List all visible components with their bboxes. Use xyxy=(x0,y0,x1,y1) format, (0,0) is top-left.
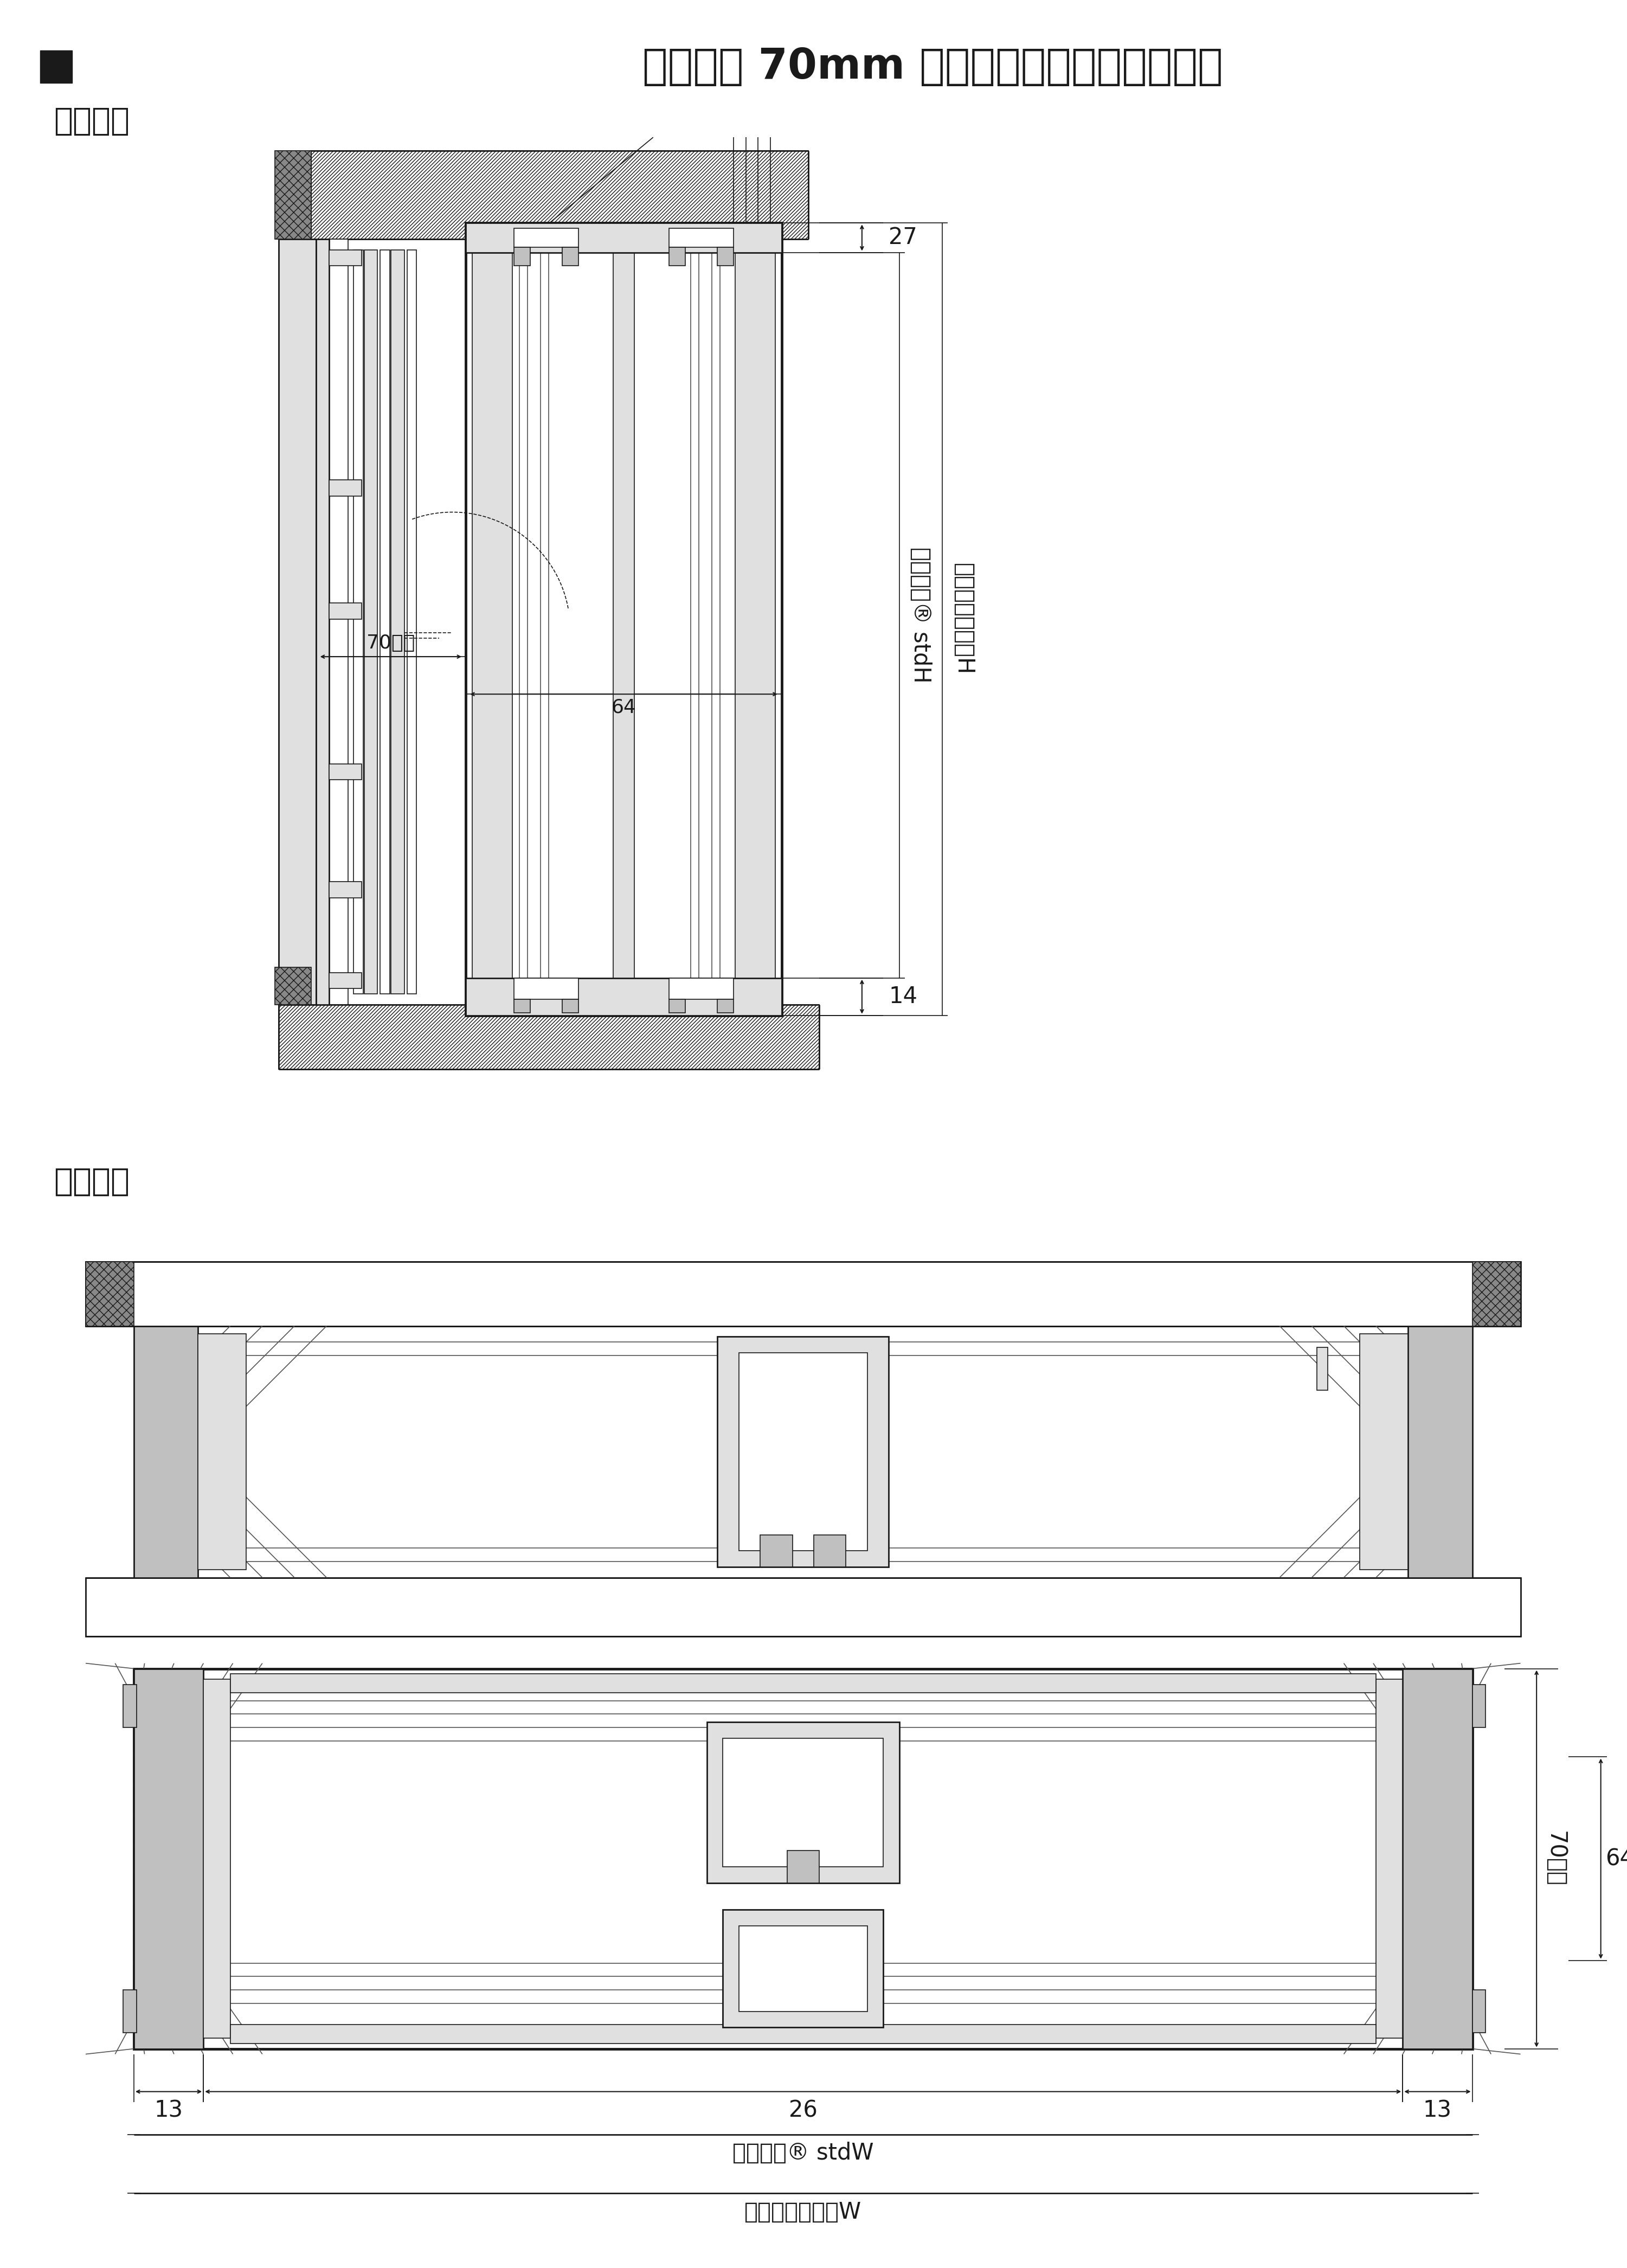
Text: 13: 13 xyxy=(1424,2098,1451,2123)
Bar xyxy=(787,1851,818,1882)
Bar xyxy=(329,882,361,898)
Bar xyxy=(316,238,348,1005)
Text: 70以上: 70以上 xyxy=(366,635,415,653)
Text: 木額縁内々寸法W: 木額縁内々寸法W xyxy=(745,2200,862,2223)
Bar xyxy=(329,481,361,497)
Bar xyxy=(364,249,377,993)
Text: 縦断面図: 縦断面図 xyxy=(54,107,130,136)
Bar xyxy=(1472,1989,1485,2032)
Bar xyxy=(563,247,578,265)
Text: 13: 13 xyxy=(155,2098,184,2123)
Bar xyxy=(86,1579,1521,1637)
Bar xyxy=(133,1327,198,1579)
Bar xyxy=(1472,1685,1485,1728)
Bar xyxy=(275,150,311,238)
Bar xyxy=(465,222,781,1016)
Bar xyxy=(514,229,578,247)
Bar xyxy=(229,2025,1376,2043)
Bar xyxy=(718,247,734,265)
Bar xyxy=(472,229,513,1009)
Bar xyxy=(669,247,685,265)
Text: 26: 26 xyxy=(789,2098,817,2123)
Bar xyxy=(718,1000,734,1014)
Bar xyxy=(1316,1347,1328,1390)
Text: 70以上: 70以上 xyxy=(1544,1830,1567,1887)
Bar xyxy=(316,238,329,1005)
Bar xyxy=(465,978,781,1016)
Text: 窓台奥行 70mm 以上：オプション額縁なし: 窓台奥行 70mm 以上：オプション額縁なし xyxy=(643,45,1224,86)
Bar xyxy=(722,1737,883,1867)
Bar xyxy=(739,1352,867,1551)
Bar xyxy=(1407,1327,1472,1579)
Bar xyxy=(133,1669,1472,2048)
Bar xyxy=(353,249,363,993)
Bar xyxy=(1472,1261,1521,1327)
Text: 64: 64 xyxy=(1606,1848,1627,1871)
Bar xyxy=(563,1000,578,1014)
Bar xyxy=(311,150,809,238)
Bar xyxy=(1360,1334,1407,1569)
Bar xyxy=(329,249,361,265)
Bar xyxy=(86,1261,1521,1327)
Bar xyxy=(465,222,781,252)
Text: 27: 27 xyxy=(888,227,918,249)
Bar xyxy=(718,1336,888,1567)
Bar xyxy=(278,1005,818,1068)
Bar xyxy=(203,1678,229,2039)
Text: 64: 64 xyxy=(612,699,636,717)
Bar xyxy=(124,1685,137,1728)
Text: 木額縁内々寸法H: 木額縁内々寸法H xyxy=(952,562,975,676)
Bar xyxy=(613,229,635,1009)
Bar xyxy=(514,978,578,1000)
Bar xyxy=(329,973,361,989)
Bar xyxy=(739,1926,867,2012)
Bar xyxy=(735,229,774,1009)
Bar xyxy=(1402,1669,1472,2048)
Bar xyxy=(1376,1678,1402,2039)
Bar xyxy=(390,249,403,993)
Text: 横断面図: 横断面図 xyxy=(54,1166,130,1198)
Bar xyxy=(514,247,530,265)
Bar xyxy=(86,1261,133,1327)
Bar xyxy=(669,1000,685,1014)
Bar xyxy=(706,1721,900,1882)
Bar xyxy=(514,1000,530,1014)
Bar xyxy=(329,764,361,780)
Bar xyxy=(198,1334,246,1569)
Bar xyxy=(669,229,734,247)
Bar xyxy=(278,238,316,1005)
Bar xyxy=(329,603,361,619)
Text: まどまど® stdW: まどまど® stdW xyxy=(732,2141,874,2164)
Bar xyxy=(814,1535,846,1567)
Bar xyxy=(407,249,417,993)
Bar xyxy=(381,249,390,993)
Text: まどまど® stdH: まどまど® stdH xyxy=(909,547,932,683)
Bar xyxy=(669,978,734,1000)
Bar xyxy=(722,1910,883,2028)
Bar xyxy=(133,1669,203,2048)
Bar xyxy=(229,1674,1376,1692)
Bar xyxy=(760,1535,792,1567)
Bar xyxy=(124,1989,137,2032)
Bar xyxy=(275,966,311,1005)
Bar xyxy=(41,50,72,82)
Text: 14: 14 xyxy=(888,984,918,1007)
